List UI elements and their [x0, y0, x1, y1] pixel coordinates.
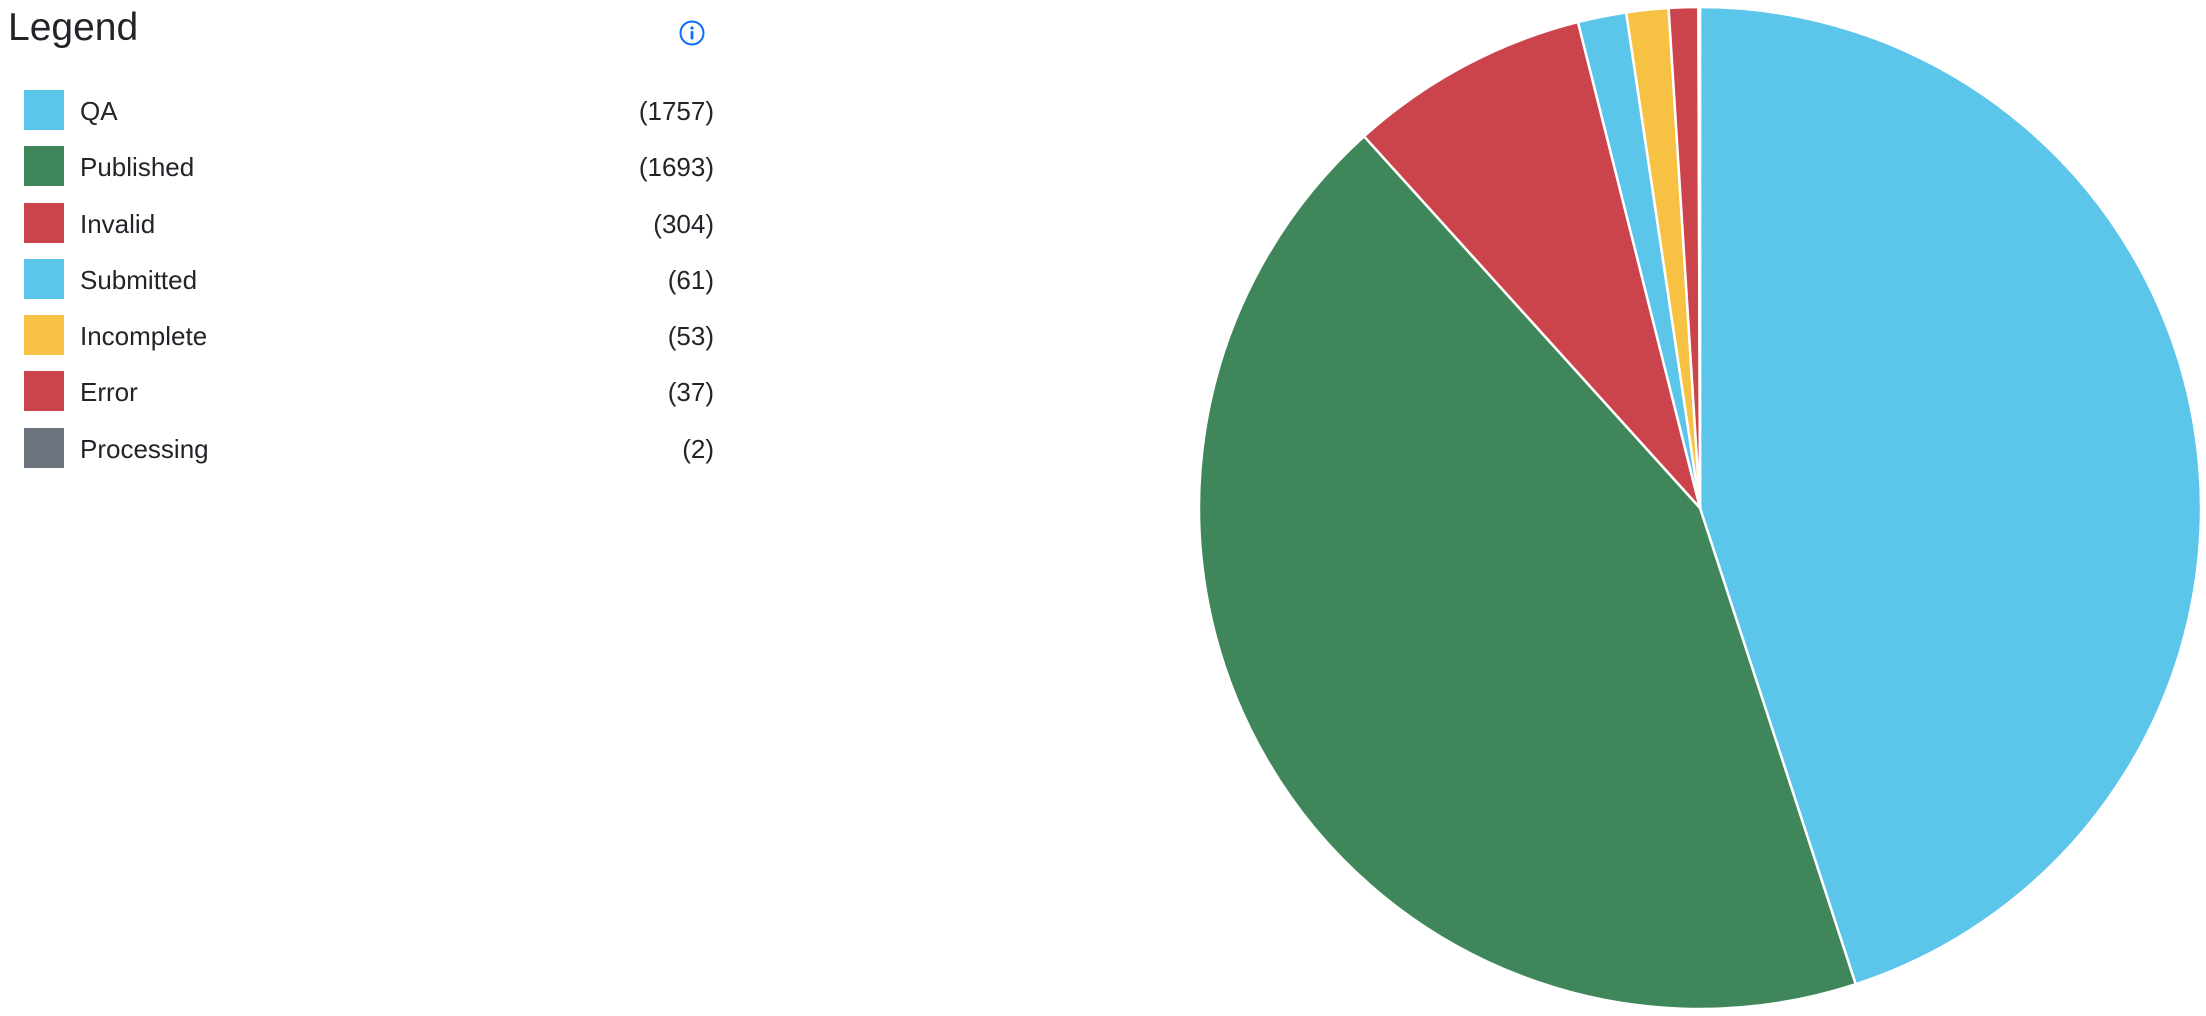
legend-count: (304)	[653, 208, 714, 239]
pie-chart	[1195, 0, 2206, 1016]
legend-count: (53)	[667, 321, 714, 352]
legend-item-submitted[interactable]: Submitted (61)	[24, 258, 714, 301]
legend-label: Error	[80, 377, 138, 408]
legend-swatch	[24, 90, 64, 130]
legend-label: Processing	[80, 433, 209, 464]
legend-swatch	[24, 258, 64, 299]
legend-swatch	[24, 427, 64, 468]
legend-count: (61)	[667, 264, 714, 295]
legend-item-error[interactable]: Error (37)	[24, 371, 714, 413]
info-circle-icon	[679, 20, 705, 46]
legend-label: Submitted	[80, 264, 198, 295]
legend-label: QA	[80, 96, 118, 126]
legend-label: Invalid	[80, 208, 156, 239]
info-icon[interactable]	[679, 20, 705, 46]
legend-count: (37)	[667, 377, 714, 408]
pie-slice-processing[interactable]	[1697, 5, 1702, 510]
legend-label: Incomplete	[80, 321, 208, 352]
legend-swatch	[24, 371, 64, 412]
legend-swatch	[24, 146, 64, 187]
legend-item-invalid[interactable]: Invalid (304)	[24, 202, 714, 245]
legend-item-processing[interactable]: Processing (2)	[24, 427, 714, 470]
pie-slice-qa[interactable]	[1698, 5, 2203, 986]
legend-list: QA (1757) Published (1693) Invalid (304) Submi…	[24, 90, 714, 484]
legend-swatch	[24, 315, 64, 356]
pie-slice-invalid[interactable]	[1362, 20, 1702, 510]
legend-item-incomplete[interactable]: Incomplete (53)	[24, 315, 714, 357]
pie-slice-published[interactable]	[1197, 135, 1857, 1011]
pie-chart-svg	[1197, 5, 2203, 1011]
legend-item-published[interactable]: Published (1693)	[24, 146, 714, 188]
legend-label: Published	[80, 152, 195, 183]
legend-swatch	[24, 202, 64, 243]
legend-item-qa[interactable]: QA (1757)	[24, 90, 714, 132]
legend-panel: Legend QA (1757) Published (1693) Invalid (30…	[8, 0, 714, 480]
legend-title: Legend	[8, 6, 139, 49]
legend-count: (2)	[682, 433, 714, 464]
legend-count: (1693)	[638, 152, 714, 183]
legend-count: (1757)	[638, 96, 714, 126]
